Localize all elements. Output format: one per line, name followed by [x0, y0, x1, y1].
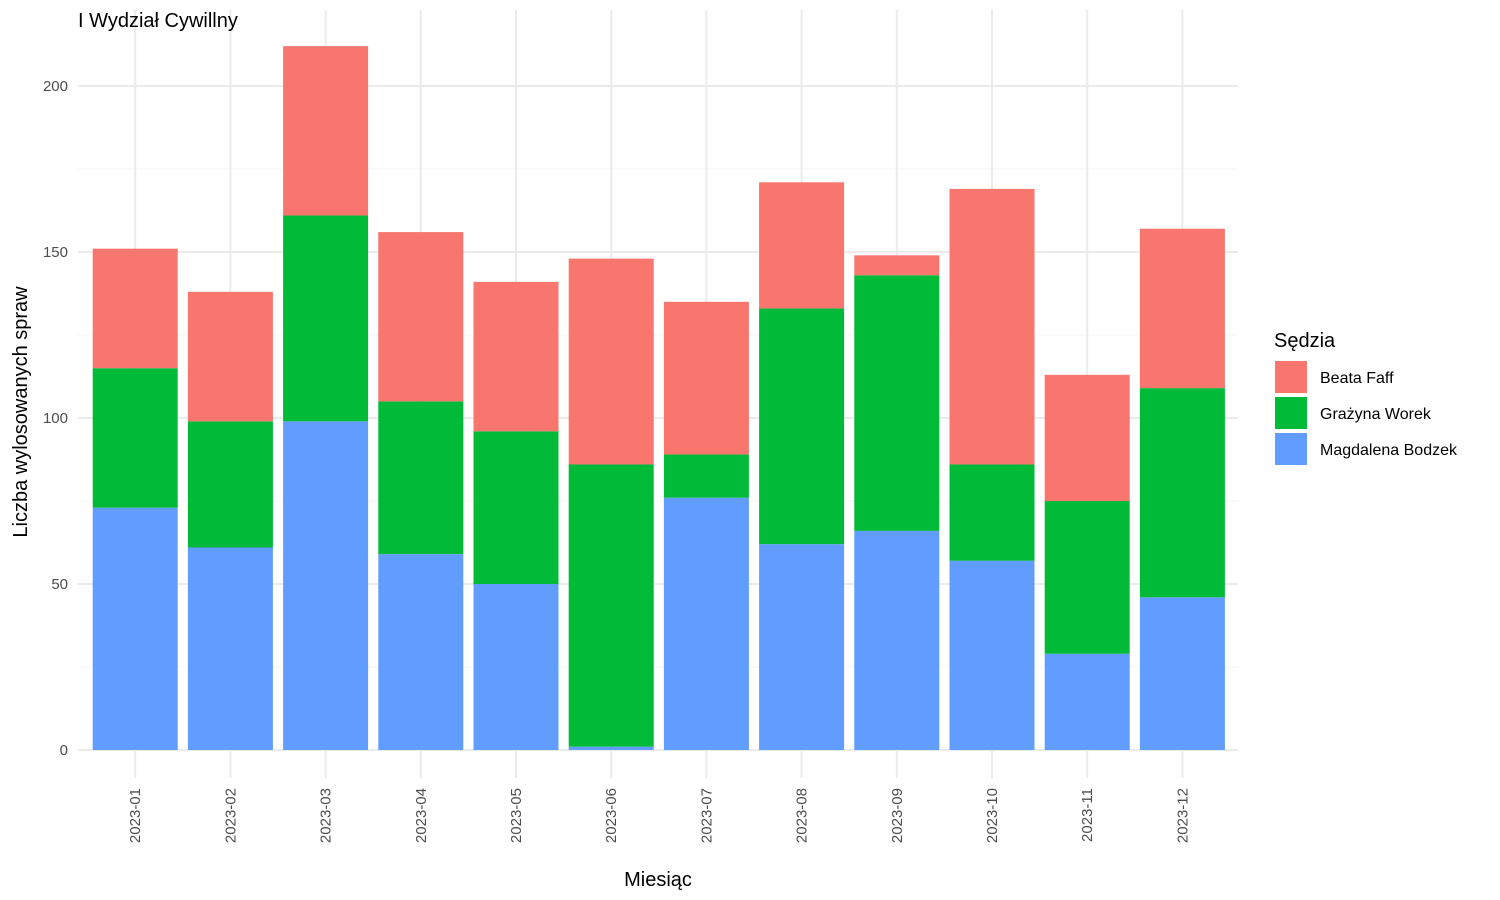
x-tick-label: 2023-12	[1174, 788, 1191, 843]
bar-segment	[187, 547, 273, 750]
bar-segment	[283, 421, 369, 750]
bar-segment	[92, 248, 178, 369]
x-axis-ticks: 2023-01 2023-02 2023-03 2023-04 2023-05 2023-…	[127, 788, 1191, 843]
bar-segment	[1139, 597, 1225, 750]
bar-segment	[759, 308, 845, 545]
bar-segment	[759, 182, 845, 309]
bar-segment	[378, 232, 464, 402]
y-tick-label: 50	[51, 576, 68, 593]
legend-label: Magdalena Bodzek	[1320, 442, 1458, 459]
x-tick-label: 2023-07	[698, 788, 715, 843]
bar-segment	[568, 746, 654, 750]
bar-segment	[1139, 388, 1225, 598]
bar-segment	[949, 560, 1035, 750]
bar-segment	[854, 275, 940, 531]
bar-segment	[568, 258, 654, 465]
x-tick-label: 2023-02	[222, 788, 239, 843]
x-tick-label: 2023-10	[984, 788, 1001, 843]
bar-segment	[283, 215, 369, 422]
bar-segment	[378, 554, 464, 750]
bar-segment	[92, 368, 178, 508]
bar-segment	[187, 291, 273, 422]
bar-segment	[759, 544, 845, 750]
bar-segment	[949, 188, 1035, 465]
legend-items: Beata Faff Grażyna Worek Magdalena Bodzek	[1275, 361, 1458, 465]
bar-segment	[1139, 228, 1225, 389]
bar-segment	[663, 301, 749, 455]
x-tick-label: 2023-01	[127, 788, 144, 843]
x-tick-label: 2023-08	[794, 788, 811, 843]
y-tick-label: 100	[43, 410, 68, 427]
bar-segment	[854, 530, 940, 750]
chart-title: I Wydział Cywillny	[78, 10, 238, 32]
bar-segment	[1044, 374, 1130, 501]
legend-label: Grażyna Worek	[1320, 406, 1432, 423]
bar-segment	[949, 464, 1035, 561]
x-tick-label: 2023-09	[889, 788, 906, 843]
y-axis-title: Liczba wylosowanych spraw	[10, 286, 32, 538]
legend: Sędzia Beata Faff Grażyna Worek Magdalena …	[1274, 330, 1458, 465]
legend-swatch	[1275, 397, 1307, 429]
legend-title: Sędzia	[1274, 330, 1336, 352]
bar-segment	[283, 46, 369, 216]
bar-segment	[473, 584, 559, 750]
x-tick-label: 2023-05	[508, 788, 525, 843]
legend-label: Beata Faff	[1320, 370, 1394, 387]
x-tick-label: 2023-06	[603, 788, 620, 843]
y-axis-ticks: 0 50 100 150 200	[43, 78, 68, 759]
y-tick-label: 150	[43, 244, 68, 261]
bar-segment	[1044, 653, 1130, 750]
bar-segment	[473, 431, 559, 584]
x-tick-label: 2023-11	[1079, 788, 1096, 842]
x-tick-label: 2023-03	[318, 788, 335, 843]
bar-segment	[378, 401, 464, 555]
legend-swatch	[1275, 361, 1307, 393]
y-tick-label: 0	[60, 742, 68, 759]
x-tick-label: 2023-04	[413, 788, 430, 843]
bar-segment	[854, 255, 940, 276]
bar-segment	[663, 454, 749, 498]
bar-segment	[92, 507, 178, 750]
bar-segment	[568, 464, 654, 747]
bar-segment	[663, 497, 749, 750]
bar-segment	[1044, 501, 1130, 654]
bar-segment	[187, 421, 273, 548]
bar-segment	[473, 281, 559, 432]
bars	[92, 46, 1225, 750]
y-tick-label: 200	[43, 78, 68, 95]
legend-swatch	[1275, 433, 1307, 465]
x-axis-title: Miesiąc	[624, 869, 692, 891]
